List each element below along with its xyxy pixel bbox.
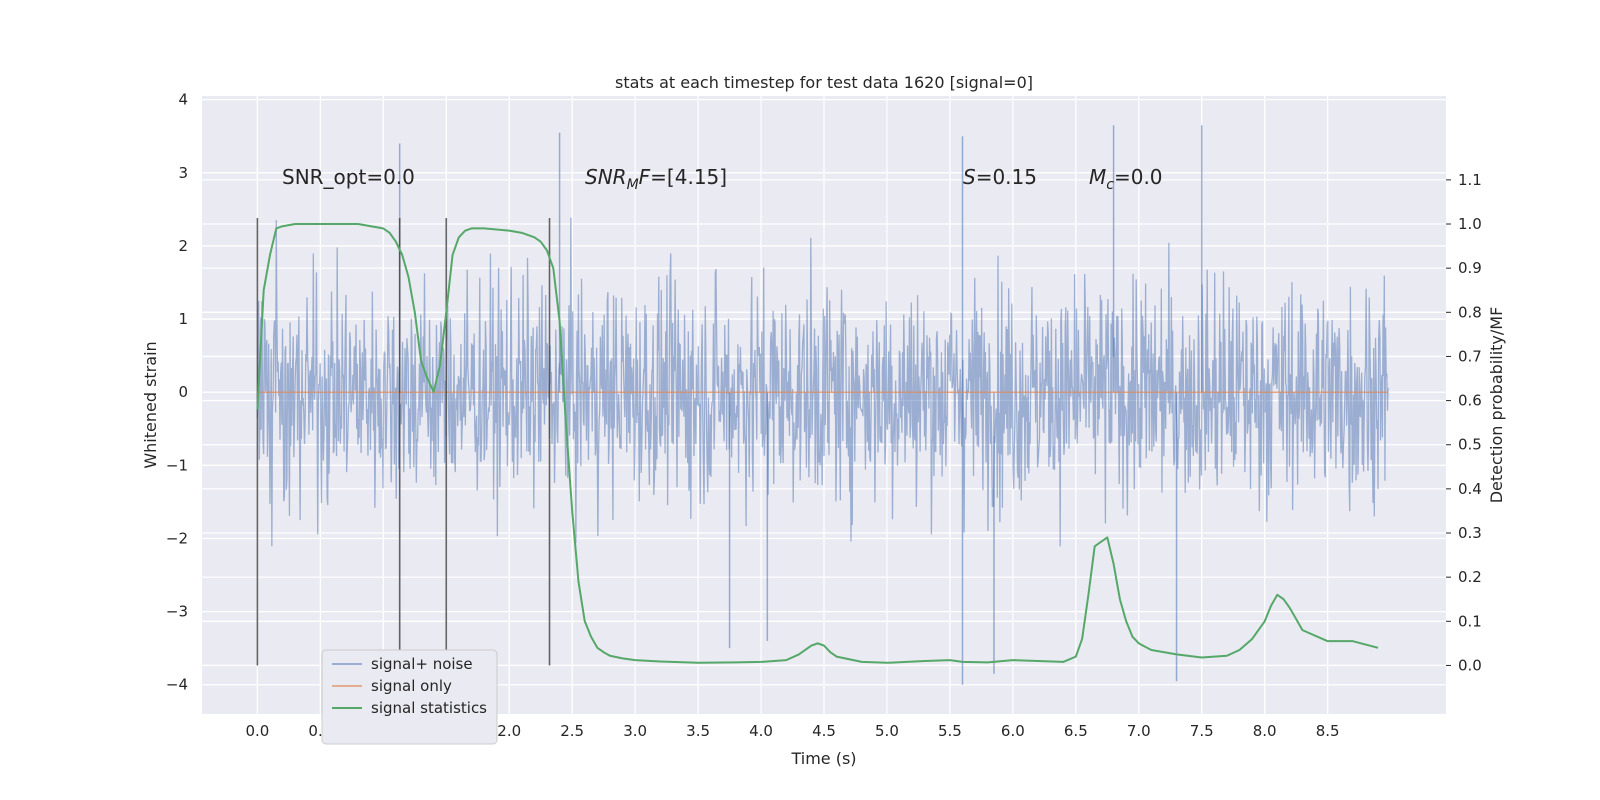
x-tick-label: 8.5 bbox=[1316, 722, 1340, 740]
annotation-snr-mf-sub: M bbox=[627, 177, 639, 193]
y2-axis-title: Detection probability/MF bbox=[1487, 307, 1506, 504]
vertical-markers bbox=[256, 218, 551, 666]
annotation-mc-main: M bbox=[1089, 165, 1106, 189]
x-tick-label: 3.5 bbox=[686, 722, 710, 740]
y-tick-label: −4 bbox=[166, 676, 188, 694]
x-tick-label: 3.0 bbox=[623, 722, 647, 740]
y2-tick-label: 0.1 bbox=[1458, 612, 1482, 630]
annotation-snr-mf-main: SNR bbox=[585, 165, 627, 189]
annotation-snr-mf: SNRMF=[4.15] bbox=[585, 165, 727, 193]
signal-statistics-series bbox=[256, 223, 1379, 664]
y2-tick-label: 0.9 bbox=[1458, 259, 1482, 277]
x-tick-label: 8.0 bbox=[1253, 722, 1277, 740]
x-tick-label: 5.0 bbox=[875, 722, 899, 740]
x-tick-label: 0.0 bbox=[245, 722, 269, 740]
y2-tick-label: 0.2 bbox=[1458, 568, 1482, 586]
y-tick-label: 1 bbox=[178, 310, 188, 328]
y2-tick-label: 0.3 bbox=[1458, 524, 1482, 542]
annotation-s: S=0.15 bbox=[963, 165, 1037, 189]
y-tick-label: −3 bbox=[166, 603, 188, 621]
y-tick-label: −2 bbox=[166, 529, 188, 547]
y2-tick-label: 0.7 bbox=[1458, 347, 1482, 365]
x-tick-label: 2.0 bbox=[497, 722, 521, 740]
y-axis-title: Whitened strain bbox=[141, 341, 160, 468]
annotation-mc-sub: c bbox=[1106, 177, 1114, 193]
annotation-s-main: S bbox=[963, 165, 976, 189]
chart-title: stats at each timestep for test data 162… bbox=[615, 73, 1033, 92]
annotation-mc-value: =0.0 bbox=[1114, 165, 1163, 189]
x-axis-title: Time (s) bbox=[790, 749, 856, 768]
y-tick-label: −1 bbox=[166, 456, 188, 474]
x-tick-label: 5.5 bbox=[938, 722, 962, 740]
legend-box bbox=[321, 649, 498, 745]
x-tick-label: 7.5 bbox=[1190, 722, 1214, 740]
y-ticks: 4 3 2 1 0 −1 −2 −3 −4 bbox=[166, 91, 188, 694]
x-tick-label: 4.0 bbox=[749, 722, 773, 740]
legend-label-signal-noise: signal+ noise bbox=[371, 655, 473, 673]
y2-tick-label: 0.0 bbox=[1458, 656, 1482, 674]
x-tick-label: 6.0 bbox=[1001, 722, 1025, 740]
y2-tick-label: 1.0 bbox=[1458, 215, 1482, 233]
annotation-mc: Mc=0.0 bbox=[1089, 165, 1163, 193]
y2-tick-label: 0.4 bbox=[1458, 480, 1482, 498]
y2-tick-label: 0.6 bbox=[1458, 392, 1482, 410]
y2-tick-label: 0.5 bbox=[1458, 436, 1482, 454]
y-tick-label: 4 bbox=[178, 91, 188, 109]
legend: signal+ noise signal only signal statist… bbox=[321, 649, 498, 745]
annotation-snr-mf-value: =[4.15] bbox=[650, 165, 727, 189]
legend-label-signal-only: signal only bbox=[371, 677, 452, 695]
y2-tick-label: 0.8 bbox=[1458, 303, 1482, 321]
legend-label-signal-statistics: signal statistics bbox=[371, 699, 487, 717]
y-tick-label: 3 bbox=[178, 164, 188, 182]
x-ticks: 0.00.51.01.52.02.53.03.54.04.55.05.56.06… bbox=[245, 722, 1339, 740]
annotation-snr-opt: SNR_opt=0.0 bbox=[282, 165, 415, 189]
y2-ticks: 1.1 1.0 0.9 0.8 0.7 0.6 0.5 0.4 0.3 0.2 0.1 0.0 bbox=[1446, 171, 1482, 674]
annotation-s-value: =0.15 bbox=[976, 165, 1037, 189]
y-tick-label: 0 bbox=[178, 383, 188, 401]
x-tick-label: 4.5 bbox=[812, 722, 836, 740]
y-tick-label: 2 bbox=[178, 237, 188, 255]
x-tick-label: 2.5 bbox=[560, 722, 584, 740]
x-tick-label: 7.0 bbox=[1127, 722, 1151, 740]
y2-tick-label: 1.1 bbox=[1458, 171, 1482, 189]
signal-statistics-line bbox=[256, 223, 1379, 664]
x-tick-label: 6.5 bbox=[1064, 722, 1088, 740]
annotation-snr-mf-f: F bbox=[639, 165, 651, 189]
